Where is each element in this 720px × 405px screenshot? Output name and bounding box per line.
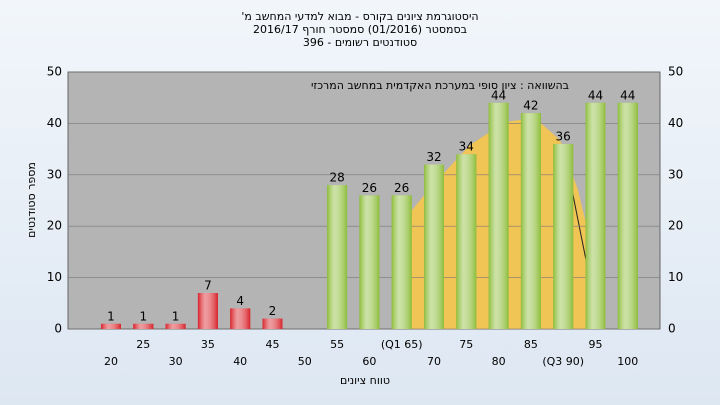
chart-subtitle: בסמסטר (01/2016) סמסטר חורף 2016/17 [253,23,467,36]
data-label: 44 [491,88,506,102]
chart-subtitle: סטודנטים רשומים - 396 [303,36,417,49]
data-label: 44 [588,88,603,102]
bar-shade [165,323,186,329]
data-label: 4 [236,294,244,308]
bar-shade [262,318,283,329]
data-label: 44 [620,88,635,102]
bar-shade [101,323,121,329]
bar-shade [488,102,509,329]
bar-shade [133,323,154,329]
x-tick-label: 40 [233,355,247,368]
data-label: 26 [394,181,409,195]
bar-shade [359,195,380,329]
data-label: 36 [556,129,571,143]
bar-shade [456,154,477,329]
annotation: בהשוואה : ציון סופי במערכת האקדמית במחשב… [311,79,569,92]
y-tick-label: 20 [47,219,62,233]
data-label: 7 [204,279,212,293]
chart-title: היסטוגרמת ציונים בקורס - מבוא למדעי המחש… [241,10,478,23]
y-tick-label: 30 [47,167,62,181]
data-label: 1 [107,309,115,323]
x-tick-label: 30 [169,355,183,368]
bar-shade [197,293,218,329]
bar-shade [553,143,574,329]
data-label: 26 [362,181,377,195]
x-tick-label: 60 [362,355,376,368]
x-tick-label: 95 [589,338,603,351]
x-tick-label: (Q3 90) [542,355,584,368]
x-tick-label: 80 [492,355,506,368]
data-label: 32 [426,150,441,164]
y2-tick-label: 0 [668,322,676,336]
bar-shade [230,308,251,329]
x-tick-label: 20 [104,355,118,368]
y2-tick-label: 40 [668,116,683,130]
x-tick-label: 45 [266,338,280,351]
y2-tick-label: 20 [668,219,683,233]
x-tick-label: 35 [201,338,215,351]
data-label: 2 [269,304,277,318]
x-tick-label: 100 [617,355,638,368]
x-tick-label: 85 [524,338,538,351]
y-tick-label: 40 [47,116,62,130]
bar-shade [391,195,412,329]
bar-shade [327,185,348,329]
y2-tick-label: 10 [668,270,683,284]
x-tick-label: 70 [427,355,441,368]
y2-tick-label: 30 [668,167,683,181]
data-label: 28 [329,171,344,185]
bar-shade [617,102,638,329]
x-tick-label: 55 [330,338,344,351]
bar-shade [424,164,444,329]
x-tick-label: 75 [459,338,473,351]
data-label: 42 [523,99,538,113]
x-tick-label: (Q1 65) [381,338,423,351]
bar-shade [585,102,606,329]
data-label: 1 [139,309,147,323]
y2-tick-label: 50 [668,65,683,79]
y-tick-label: 50 [47,65,62,79]
data-label: 1 [172,309,180,323]
bar-shade [520,113,541,330]
y-tick-label: 10 [47,270,62,284]
x-tick-label: 50 [298,355,312,368]
x-axis-label: טווח ציונים [340,374,390,387]
x-tick-label: 25 [136,338,150,351]
y-axis-label: מספר סטודנטים [25,162,38,238]
y-tick-label: 0 [54,322,62,336]
data-label: 34 [459,140,474,154]
